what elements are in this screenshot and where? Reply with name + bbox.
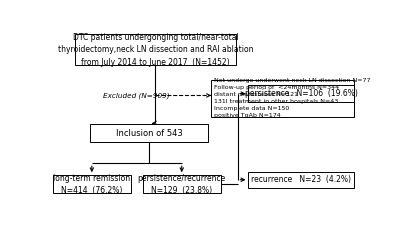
FancyBboxPatch shape: [143, 175, 220, 193]
FancyBboxPatch shape: [53, 175, 131, 193]
Text: long-term remission
N=414  (76.2%): long-term remission N=414 (76.2%): [53, 174, 130, 195]
Text: persistence   N=106  (19.6%): persistence N=106 (19.6%): [245, 89, 358, 98]
FancyBboxPatch shape: [248, 85, 354, 102]
Text: DTC patients undergonging total/near-total
thyroidectomy,neck LN dissection and : DTC patients undergonging total/near-tot…: [58, 33, 253, 67]
FancyBboxPatch shape: [75, 34, 236, 65]
Text: Not undergo underwent neck LN dissection N=77
Follow-up period of  <24months N=3: Not undergo underwent neck LN dissection…: [214, 78, 371, 118]
Text: persistence/recurrence
N=129  (23.8%): persistence/recurrence N=129 (23.8%): [138, 174, 226, 195]
Text: Inclusion of 543: Inclusion of 543: [116, 129, 182, 138]
Text: Excluded (N=909): Excluded (N=909): [104, 92, 170, 99]
FancyBboxPatch shape: [248, 172, 354, 188]
Text: recurrence   N=23  (4.2%): recurrence N=23 (4.2%): [251, 175, 351, 184]
FancyBboxPatch shape: [90, 124, 208, 142]
FancyBboxPatch shape: [211, 80, 354, 117]
